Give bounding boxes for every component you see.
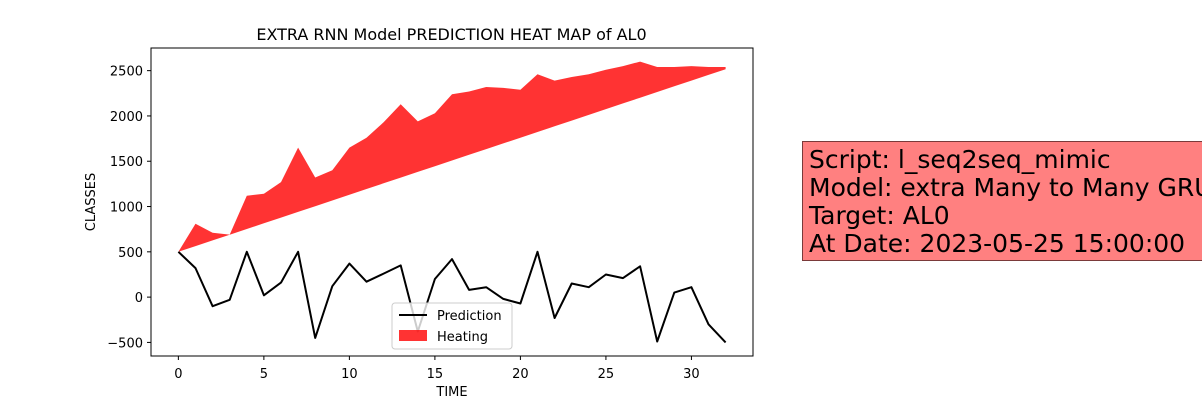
y-tick-label: 1000 xyxy=(110,201,143,216)
y-tick-label: 2000 xyxy=(110,110,143,125)
x-tick-label: 5 xyxy=(260,367,268,382)
legend-label-heating: Heating xyxy=(437,330,488,345)
x-axis-label: TIME xyxy=(435,385,467,400)
info-model: Model: extra Many to Many GRU xyxy=(809,173,1202,202)
y-tick-label: 1500 xyxy=(110,155,143,170)
x-tick-label: 0 xyxy=(174,367,182,382)
x-tick-label: 20 xyxy=(512,367,529,382)
y-tick-label: 0 xyxy=(135,291,143,306)
info-box: Script: l_seq2seq_mimic Model: extra Man… xyxy=(802,141,1202,261)
legend-swatch-heating xyxy=(399,330,427,341)
x-tick-label: 15 xyxy=(427,367,444,382)
prediction-line xyxy=(177,250,727,344)
x-tick-label: 10 xyxy=(341,367,358,382)
legend: Prediction Heating xyxy=(391,302,513,350)
y-tick-label: 2500 xyxy=(110,65,143,80)
x-tick-label: 25 xyxy=(598,367,615,382)
chart-title: EXTRA RNN Model PREDICTION HEAT MAP of A… xyxy=(256,25,646,44)
axis-ticks: 0 5 10 15 20 25 30 −500 0 500 1000 1500 2000 2500 xyxy=(107,65,699,382)
heating-area xyxy=(178,61,726,252)
legend-label-prediction: Prediction xyxy=(437,309,502,324)
info-script: Script: l_seq2seq_mimic xyxy=(809,145,1111,174)
info-target: Target: AL0 xyxy=(809,201,950,230)
y-tick-label: −500 xyxy=(107,336,143,351)
info-date: At Date: 2023-05-25 15:00:00 xyxy=(809,229,1186,258)
y-tick-label: 500 xyxy=(118,246,143,261)
y-axis-label: CLASSES xyxy=(84,173,99,231)
plot-area xyxy=(177,61,727,344)
x-tick-label: 30 xyxy=(683,367,700,382)
axes-frame xyxy=(150,47,754,357)
